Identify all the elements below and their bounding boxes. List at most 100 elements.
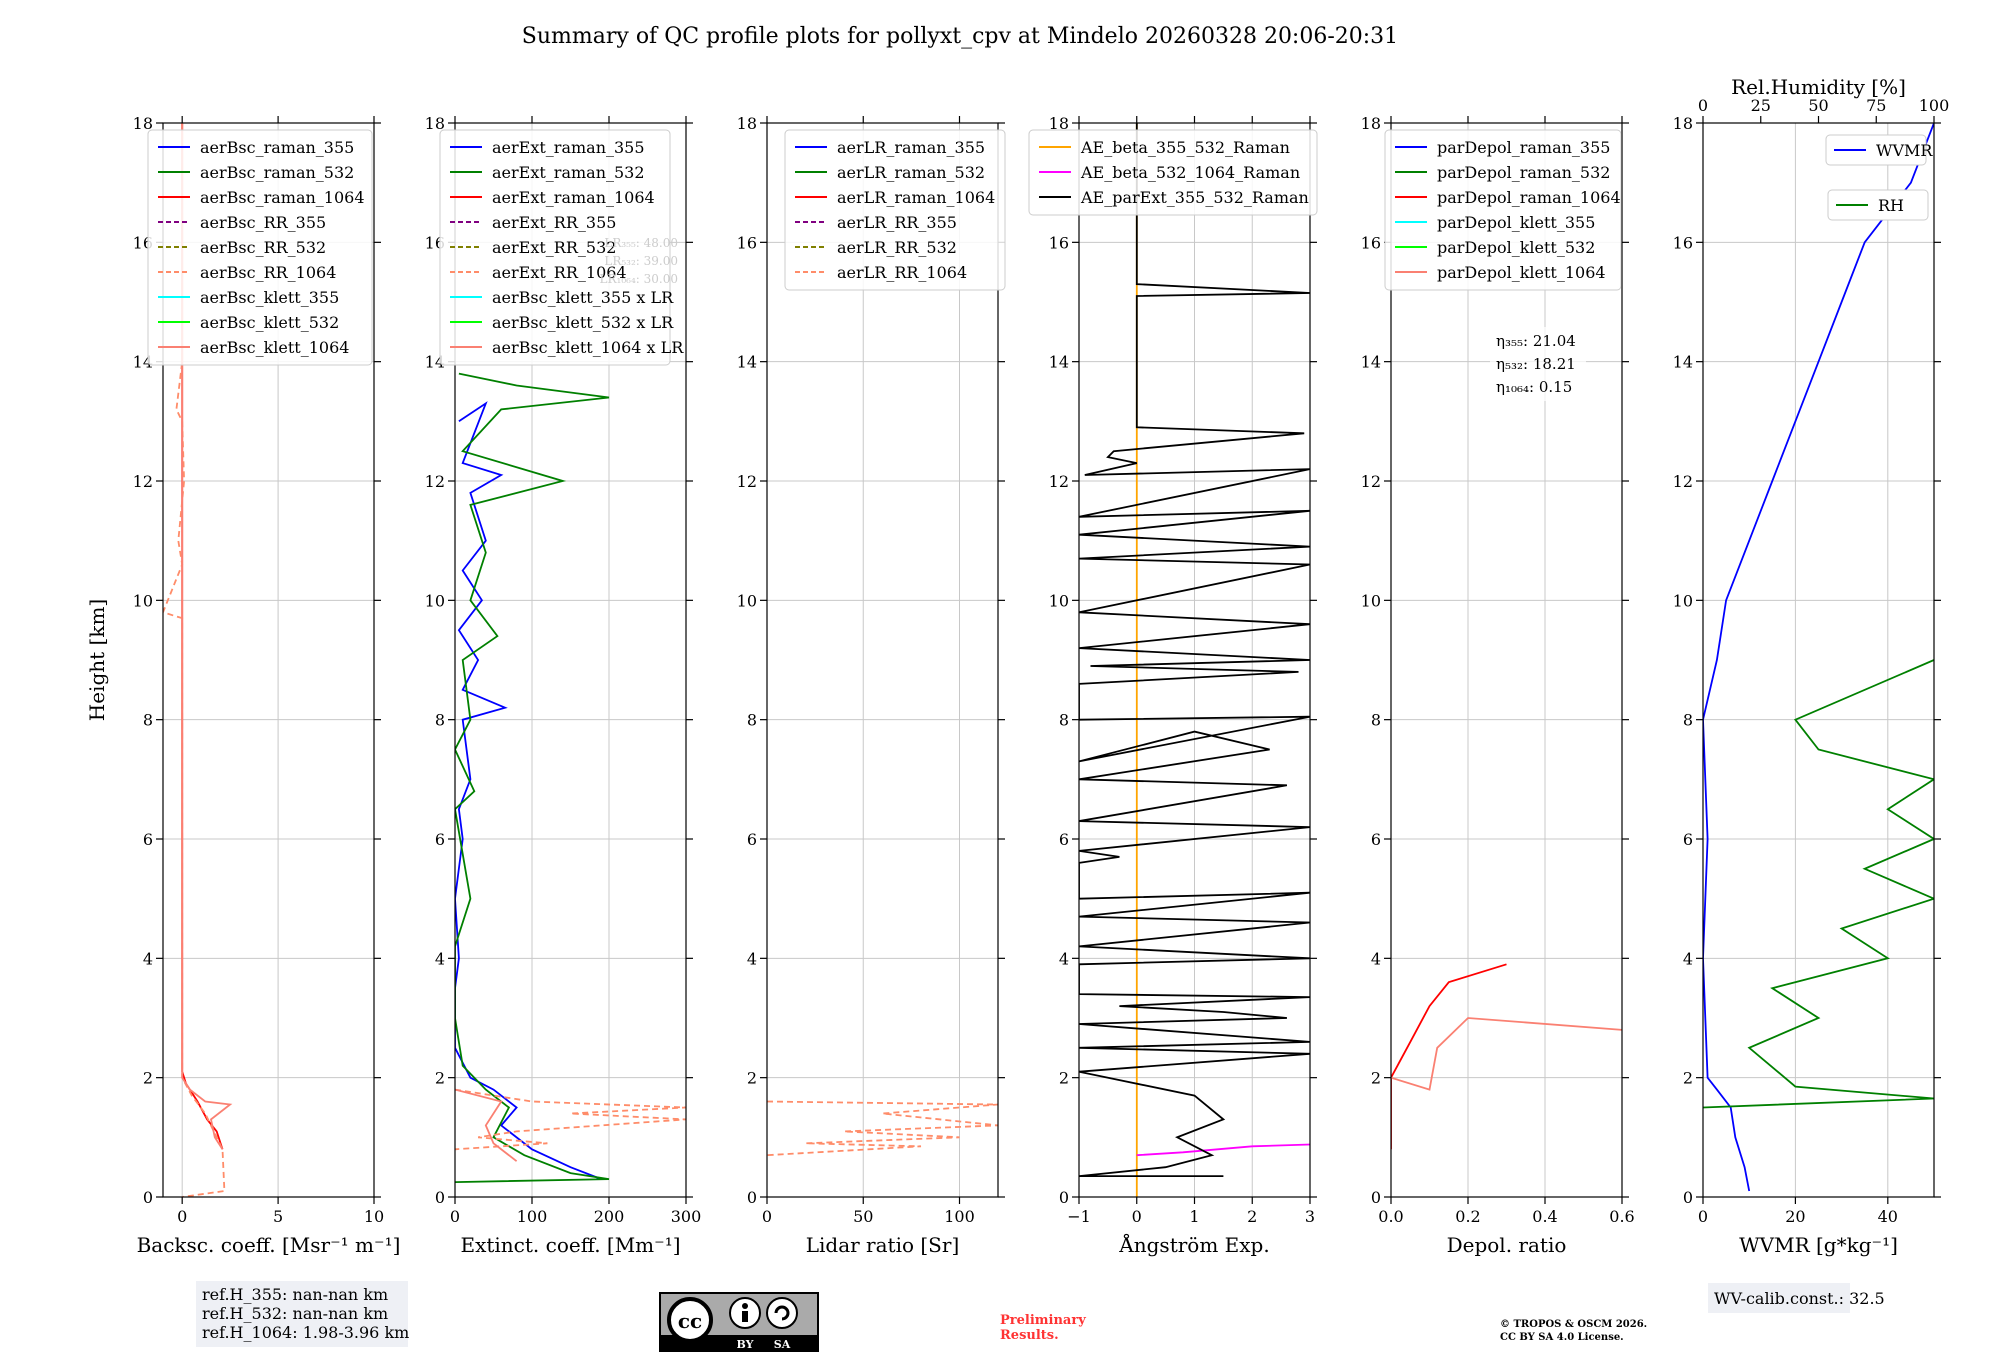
x-axis-label: WVMR [g*kg⁻¹] (1739, 1233, 1898, 1257)
copyright-line1: © TROPOS & OSCM 2026. (1500, 1319, 1647, 1330)
wv-calib-box (1708, 1283, 1850, 1313)
legend-label-parDepol_klett_1064: parDepol_klett_1064 (1437, 263, 1606, 282)
x-tick-label: 2 (1247, 1207, 1257, 1226)
x-tick-label: 100 (517, 1207, 548, 1226)
y-tick-label: 12 (1673, 472, 1693, 491)
series-line-parDepol_raman_1064 (1391, 963, 1507, 1150)
preliminary-text-line1: Preliminary (1000, 1313, 1086, 1328)
legend-label-AE_beta_532_1064_Raman: AE_beta_532_1064_Raman (1080, 163, 1300, 182)
y-tick-label: 2 (1371, 1069, 1381, 1088)
y-axis-label: Height [km] (85, 599, 109, 721)
footer: cc BY SA Preliminary Results. © TROPOS &… (659, 1292, 1647, 1352)
legend-label-aerBsc_RR_355: aerBsc_RR_355 (200, 213, 326, 232)
cc-license-badge: cc BY SA (659, 1292, 819, 1352)
y-tick-label: 14 (1361, 353, 1381, 372)
y-tick-label: 12 (737, 472, 757, 491)
x-axis-label: Backsc. coeff. [Msr⁻¹ m⁻¹] (137, 1233, 401, 1257)
cc-sa-label: SA (774, 1338, 791, 1351)
y-tick-label: 4 (1683, 949, 1693, 968)
series-line-AE_parExt_355_532_Raman (1079, 123, 1310, 1177)
top-x-tick-label: 100 (1919, 96, 1950, 115)
y-tick-label: 0 (747, 1188, 757, 1207)
x-tick-label: 300 (671, 1207, 702, 1226)
axes-frame (766, 122, 999, 1198)
series-line-aerExt_raman_355 (455, 401, 602, 1180)
legend-label-parDepol_klett_532: parDepol_klett_532 (1437, 238, 1595, 257)
y-tick-label: 8 (747, 711, 757, 730)
legend-label-aerExt_RR_355: aerExt_RR_355 (492, 213, 616, 232)
x-tick-label: 3 (1305, 1207, 1315, 1226)
y-tick-label: 6 (747, 830, 757, 849)
wv-calib-text: WV-calib.const.: 32.5 (1714, 1289, 1885, 1308)
legend-label-aerBsc_klett_1064 x LR: aerBsc_klett_1064 x LR (492, 338, 684, 357)
y-tick-label: 8 (435, 711, 445, 730)
y-tick-label: 0 (1683, 1188, 1693, 1207)
x-tick-label: 5 (273, 1207, 283, 1226)
legend-label-aerExt_RR_1064: aerExt_RR_1064 (492, 263, 627, 282)
x-tick-label: 0 (762, 1207, 772, 1226)
y-tick-label: 10 (1673, 591, 1693, 610)
x-tick-label: 0 (1698, 1207, 1708, 1226)
x-tick-label: 200 (594, 1207, 625, 1226)
legend-label-aerBsc_RR_1064: aerBsc_RR_1064 (200, 263, 336, 282)
legend-box (439, 129, 671, 366)
axes-frame (162, 122, 375, 1198)
legend-box (147, 129, 373, 366)
y-tick-label: 16 (1049, 233, 1069, 252)
y-tick-label: 8 (143, 711, 153, 730)
x-tick-label: 0.0 (1378, 1207, 1403, 1226)
eta-box (1490, 327, 1586, 401)
x-tick-label: 0.2 (1455, 1207, 1480, 1226)
y-tick-label: 0 (1059, 1188, 1069, 1207)
y-tick-label: 12 (1049, 472, 1069, 491)
y-tick-label: 18 (737, 114, 757, 133)
y-tick-label: 4 (1371, 949, 1381, 968)
legend-label-aerBsc_klett_1064: aerBsc_klett_1064 (200, 338, 349, 357)
cc-by-label: BY (737, 1338, 754, 1351)
ref-height-box (196, 1281, 408, 1347)
eta-text: η₁₀₆₄: 0.15 (1496, 378, 1572, 396)
legend-label-aerLR_raman_532: aerLR_raman_532 (837, 163, 985, 182)
x-axis-label: Ångström Exp. (1118, 1232, 1269, 1257)
y-tick-label: 14 (1049, 353, 1069, 372)
y-tick-label: 16 (1361, 233, 1381, 252)
x-tick-label: 10 (364, 1207, 384, 1226)
x-tick-label: −1 (1067, 1207, 1091, 1226)
legend-label-aerBsc_raman_355: aerBsc_raman_355 (200, 138, 354, 157)
legend-label-AE_parExt_355_532_Raman: AE_parExt_355_532_Raman (1080, 188, 1309, 207)
preliminary-text-line2: Results. (1000, 1328, 1059, 1343)
figure-title: Summary of QC profile plots for pollyxt_… (522, 24, 1398, 49)
legend-label-aerLR_raman_355: aerLR_raman_355 (837, 138, 985, 157)
y-tick-label: 2 (143, 1069, 153, 1088)
y-tick-label: 6 (1059, 830, 1069, 849)
lidar-ratio-text: LR₃₅₅: 48.00 (604, 236, 678, 250)
y-tick-label: 18 (133, 114, 153, 133)
x-tick-label: 0.4 (1532, 1207, 1557, 1226)
y-tick-label: 2 (747, 1069, 757, 1088)
x-tick-label: 20 (1785, 1207, 1805, 1226)
x-axis-label: Extinct. coeff. [Mm⁻¹] (460, 1233, 680, 1257)
legend-label-parDepol_klett_355: parDepol_klett_355 (1437, 213, 1595, 232)
panel-depolarization: 0.0 0.2 0.4 0.6 0 2 4 6 8 10 12 14 16 18 Depol. ratio p… (1361, 114, 1635, 1257)
copyright-line2: CC BY SA 4.0 License. (1500, 1332, 1624, 1343)
legend-label-aerExt_raman_355: aerExt_raman_355 (492, 138, 645, 157)
legend-label-aerBsc_klett_355: aerBsc_klett_355 (200, 288, 339, 307)
y-tick-label: 0 (143, 1188, 153, 1207)
panel-water_vapor: 0 20 40 0 2 4 6 8 10 12 14 16 18 WVMR [g*kg⁻¹] 0 25 50 75… (1673, 75, 1950, 1313)
legend-box (1384, 129, 1622, 291)
x-tick-label: 50 (853, 1207, 873, 1226)
legend-label-parDepol_raman_355: parDepol_raman_355 (1437, 138, 1610, 157)
y-tick-label: 18 (1049, 114, 1069, 133)
y-tick-label: 12 (1361, 472, 1381, 491)
legend-label-aerExt_RR_532: aerExt_RR_532 (492, 238, 616, 257)
y-tick-label: 14 (737, 353, 757, 372)
y-tick-label: 10 (425, 591, 445, 610)
legend-box (1825, 134, 1927, 166)
series-line-aerBsc_klett_1064 (181, 123, 233, 1150)
y-tick-label: 6 (1683, 830, 1693, 849)
legend-label-aerBsc_raman_532: aerBsc_raman_532 (200, 163, 354, 182)
y-tick-label: 0 (435, 1188, 445, 1207)
